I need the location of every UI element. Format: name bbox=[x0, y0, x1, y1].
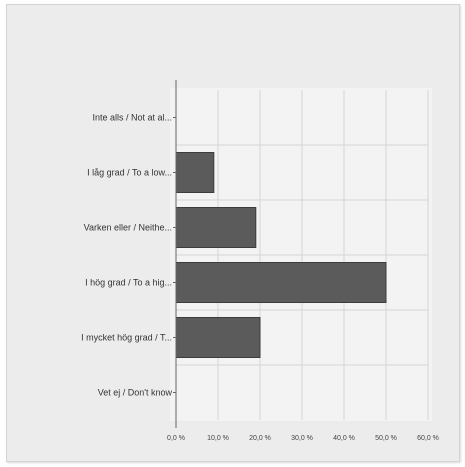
category-label: I hög grad / To a hig... bbox=[85, 278, 172, 288]
x-tick-labels: 0,0 % 10,0 % 20,0 % 30,0 % 40,0 % 50,0 % 60,0 … bbox=[167, 435, 439, 442]
x-tick-label: 60,0 % bbox=[417, 435, 439, 442]
x-tick-label: 30,0 % bbox=[291, 435, 313, 442]
x-tick-label: 0,0 % bbox=[167, 435, 185, 442]
bar bbox=[175, 317, 261, 358]
category-label: Inte alls / Not at al... bbox=[92, 113, 172, 123]
category-label: I mycket hög grad / T... bbox=[81, 333, 172, 343]
x-tick-label: 40,0 % bbox=[333, 435, 355, 442]
bar bbox=[175, 207, 257, 248]
bar bbox=[175, 262, 387, 303]
grid-lines bbox=[173, 90, 429, 420]
bars bbox=[175, 152, 387, 358]
category-label: I låg grad / To a low... bbox=[87, 168, 172, 178]
x-tick-label: 20,0 % bbox=[249, 435, 271, 442]
category-labels: Inte alls / Not at al... I låg grad / To … bbox=[81, 113, 172, 398]
bar bbox=[175, 152, 215, 193]
x-tick-label: 50,0 % bbox=[375, 435, 397, 442]
category-label: Vet ej / Don't know bbox=[98, 388, 173, 398]
category-label: Varken eller / Neithe... bbox=[84, 223, 172, 233]
x-tick-label: 10,0 % bbox=[207, 435, 229, 442]
